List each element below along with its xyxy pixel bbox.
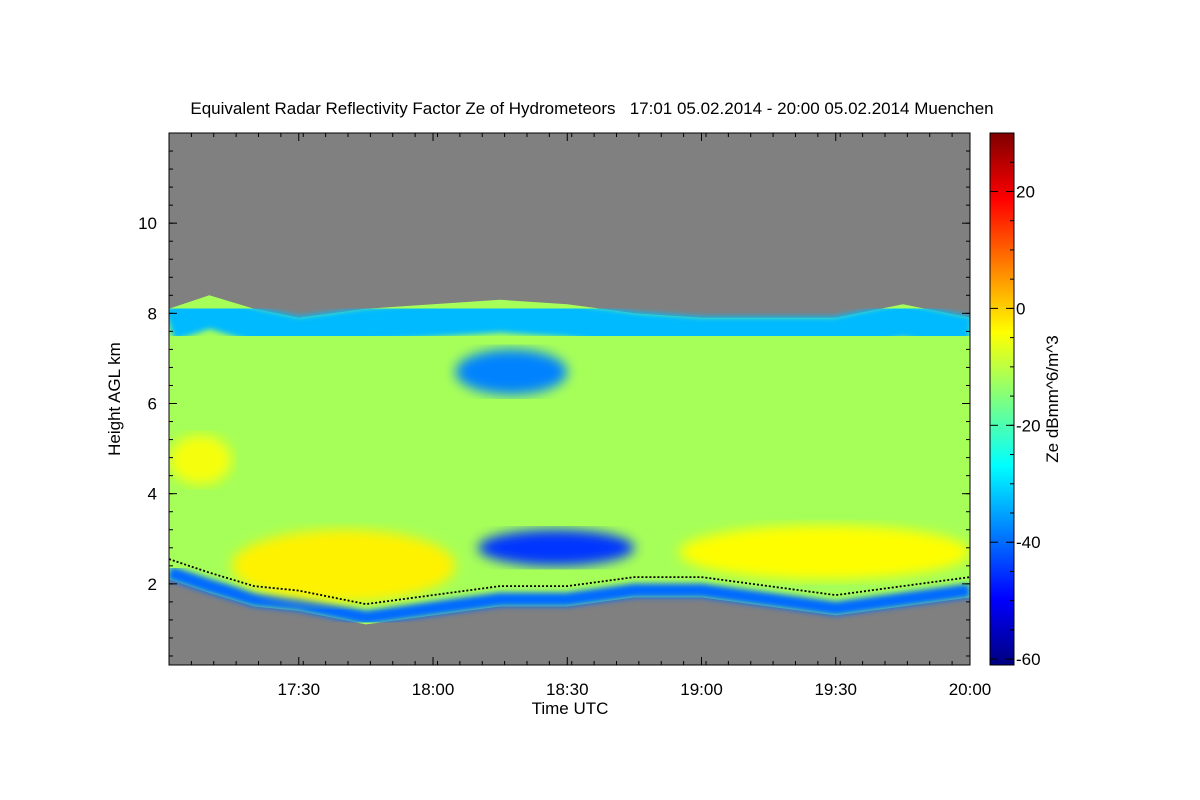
y-axis-label: Height AGL km: [105, 342, 124, 456]
x-tick-label: 20:00: [949, 680, 992, 699]
y-tick-label: 10: [138, 214, 157, 233]
colorbar-tick-label: -60: [1016, 650, 1041, 669]
colorbar-tick-label: 0: [1016, 299, 1025, 318]
y-tick-label: 8: [148, 304, 157, 323]
reflectivity-region: [455, 349, 568, 395]
cloud-base-line: [169, 558, 970, 606]
y-tick-label: 4: [148, 485, 157, 504]
reflectivity-region: [679, 525, 970, 580]
x-axis-label: Time UTC: [532, 699, 609, 718]
reflectivity-region: [231, 529, 456, 602]
colorbar: [989, 132, 1015, 666]
x-tick-label: 17:30: [277, 680, 320, 699]
x-tick-label: 18:00: [412, 680, 455, 699]
colorbar-label: Ze dBmm^6/m^3: [1043, 335, 1062, 462]
cloud-base-fringe: [169, 565, 970, 625]
y-tick-label: 6: [148, 395, 157, 414]
colorbar-tick-label: -20: [1016, 416, 1041, 435]
x-tick-label: 19:30: [814, 680, 857, 699]
reflectivity-region: [169, 435, 232, 485]
cloud-top-fringe: [169, 294, 970, 351]
x-tick-label: 18:30: [546, 680, 589, 699]
colorbar-tick-label: -40: [1016, 533, 1041, 552]
colorbar-tick-label: 20: [1016, 182, 1035, 201]
x-tick-label: 19:00: [680, 680, 723, 699]
plot-frame: [168, 132, 971, 666]
chart-title: Equivalent Radar Reflectivity Factor Ze …: [190, 99, 993, 118]
axes: 17:30 18:00 18:30 19:00 19:30 20:00 2 4 6 8 10: [138, 133, 991, 699]
reflectivity-field: [169, 294, 970, 625]
colorbar-ticks: -60 -40 -20 0 20: [990, 132, 1041, 669]
reflectivity-region: [477, 529, 635, 566]
y-tick-label: 2: [148, 575, 157, 594]
